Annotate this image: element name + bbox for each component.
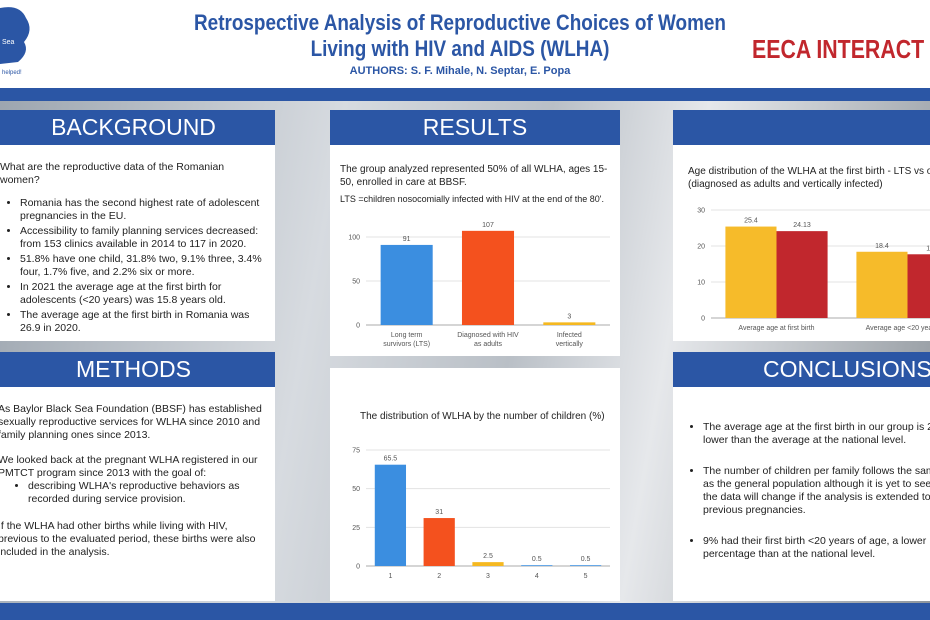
y-tick-label: 10 bbox=[697, 280, 705, 287]
title: Living with HIV and AIDS (WLHA) bbox=[310, 36, 610, 61]
y-tick-label: 75 bbox=[352, 448, 360, 455]
chart-title: Age distribution of the WLHA at the firs… bbox=[688, 166, 930, 190]
data-label: 0.5 bbox=[532, 556, 542, 563]
background-panel: What are the reproductive data of the Ro… bbox=[0, 145, 275, 341]
bullet: describing WLHA's reproductive behaviors… bbox=[28, 480, 263, 506]
y-tick-label: 0 bbox=[701, 316, 705, 323]
chart: 0 25 50 75 1 65.5 2 31 3 2.5 4 0.5 5 0.5 bbox=[352, 448, 610, 580]
data-label: 91 bbox=[403, 236, 411, 243]
data-label: 65.5 bbox=[384, 456, 398, 463]
data-label: 18.4 bbox=[875, 243, 889, 250]
x-tick-label: 2 bbox=[437, 573, 441, 580]
list: Romania has the second highest rate of a… bbox=[0, 197, 263, 335]
section-heading: METHODS bbox=[0, 352, 275, 387]
band bbox=[0, 88, 930, 101]
y-tick-label: 25 bbox=[352, 525, 360, 532]
x-tick-label: 1 bbox=[388, 573, 392, 580]
bar bbox=[380, 244, 433, 325]
text: As Baylor Black Sea Foundation (BBSF) ha… bbox=[0, 403, 262, 441]
bullet: In 2021 the average age at the first bir… bbox=[20, 281, 263, 307]
bar bbox=[423, 518, 455, 566]
logo-shape bbox=[0, 7, 30, 65]
text: What are the reproductive data of the Ro… bbox=[0, 161, 225, 186]
y-tick-label: 20 bbox=[697, 244, 705, 251]
y-tick-label: 30 bbox=[697, 208, 705, 215]
y-tick-label: 0 bbox=[356, 323, 360, 330]
bar bbox=[776, 231, 828, 318]
text: LTS =children nosocomially infected with… bbox=[340, 194, 604, 204]
bar bbox=[521, 565, 553, 566]
bar bbox=[907, 254, 930, 318]
data-label: 24.13 bbox=[793, 222, 811, 229]
text: The group analyzed represented 50% of al… bbox=[340, 164, 608, 188]
bullet: Accessibility to family planning service… bbox=[20, 225, 263, 251]
data-label: 31 bbox=[435, 509, 443, 516]
x-tick-label: Diagnosed with HIV as adults bbox=[457, 332, 519, 348]
logo-text: Sea bbox=[2, 39, 15, 46]
x-tick-label: Infected vertically bbox=[556, 332, 584, 348]
data-label: 107 bbox=[482, 222, 494, 229]
section-heading: BACKGROUND bbox=[0, 110, 275, 145]
text: If the WLHA had other births while livin… bbox=[0, 520, 256, 558]
bullet: 9% had their first birth <20 years of ag… bbox=[703, 535, 930, 561]
conference: EECA INTERACT 2 bbox=[752, 34, 930, 64]
header: Sea helped! Retrospective Analysis of Re… bbox=[0, 0, 930, 88]
x-tick-label: 5 bbox=[584, 573, 588, 580]
section-heading: CONCLUSIONS bbox=[673, 352, 930, 387]
chart-title: The distribution of WLHA by the number o… bbox=[360, 411, 605, 422]
x-tick-label: Long term survivors (LTS) bbox=[383, 332, 430, 348]
results-panel: The group analyzed represented 50% of al… bbox=[330, 145, 620, 356]
y-tick-label: 50 bbox=[352, 279, 360, 286]
logo: Sea helped! bbox=[0, 7, 30, 76]
x-tick-label: 3 bbox=[486, 573, 490, 580]
bar bbox=[569, 565, 602, 566]
chart: 0 10 20 30 Average age at first birth 25.4 24.… bbox=[697, 208, 930, 332]
title: Retrospective Analysis of Reproductive C… bbox=[194, 10, 726, 35]
bar bbox=[472, 562, 504, 566]
bar bbox=[725, 226, 777, 318]
bar bbox=[543, 322, 596, 325]
bar bbox=[856, 251, 908, 318]
list: describing WLHA's reproductive behaviors… bbox=[0, 480, 263, 506]
bullet: The average age at the first birth in ou… bbox=[703, 421, 930, 447]
text: We looked back at the pregnant WLHA regi… bbox=[0, 454, 258, 479]
conclusions-panel: The average age at the first birth in ou… bbox=[673, 387, 930, 601]
authors: AUTHORS: S. F. Mihale, N. Septar, E. Pop… bbox=[349, 65, 571, 77]
data-label: 17.7 bbox=[926, 245, 930, 252]
bar bbox=[374, 464, 407, 566]
section-heading bbox=[673, 110, 930, 145]
y-tick-label: 100 bbox=[348, 235, 360, 242]
x-tick-label: Average age <20 years old bbox=[866, 325, 930, 332]
data-label: 2.5 bbox=[483, 553, 493, 560]
x-tick-label: Average age at first birth bbox=[738, 325, 814, 332]
chart: 0 50 100 Long term survivors (LTS) 91 Diagnose… bbox=[348, 222, 610, 348]
section-heading: RESULTS bbox=[330, 110, 620, 145]
data-label: 25.4 bbox=[744, 218, 758, 225]
list: The average age at the first birth in ou… bbox=[683, 421, 930, 561]
chart-panel: Age distribution of the WLHA at the firs… bbox=[673, 145, 930, 341]
y-tick-label: 0 bbox=[356, 564, 360, 571]
chart-panel: The distribution of WLHA by the number o… bbox=[330, 368, 620, 601]
data-label: 0.5 bbox=[581, 556, 591, 563]
bullet: 51.8% have one child, 31.8% two, 9.1% th… bbox=[20, 253, 263, 279]
x-tick-label: 4 bbox=[535, 573, 539, 580]
bullet: The average age at the first birth in Ro… bbox=[20, 309, 263, 335]
data-label: 3 bbox=[567, 313, 571, 320]
band bbox=[0, 603, 930, 620]
methods-panel: As Baylor Black Sea Foundation (BBSF) ha… bbox=[0, 387, 275, 601]
bullet: The number of children per family follow… bbox=[703, 465, 930, 517]
logo-text: helped! bbox=[2, 70, 22, 76]
bullet: Romania has the second highest rate of a… bbox=[20, 197, 263, 223]
bar bbox=[461, 230, 515, 325]
y-tick-label: 50 bbox=[352, 486, 360, 493]
